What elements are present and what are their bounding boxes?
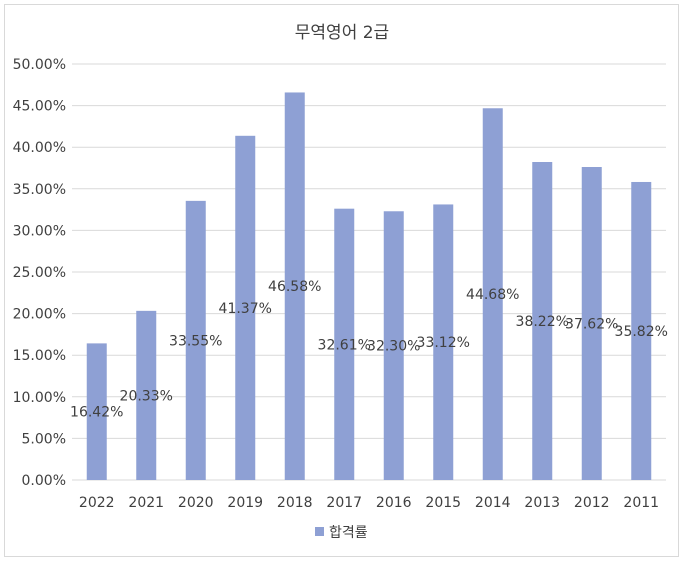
data-label: 20.33% xyxy=(120,388,173,404)
x-tick-label: 2014 xyxy=(475,495,511,511)
bars xyxy=(86,92,652,481)
bar-2015 xyxy=(433,204,454,481)
x-tick-label: 2015 xyxy=(425,495,461,511)
y-tick-label: 5.00% xyxy=(22,431,66,447)
data-label: 16.42% xyxy=(70,405,123,421)
bar-2017 xyxy=(334,208,355,480)
legend: 합격률 xyxy=(315,525,368,541)
bar-2016 xyxy=(383,211,404,480)
data-label: 35.82% xyxy=(615,324,668,340)
data-label: 41.37% xyxy=(219,301,272,317)
data-label: 33.12% xyxy=(417,335,470,351)
y-tick-label: 10.00% xyxy=(13,390,66,406)
data-labels: 16.42%20.33% 33.55% 41.37% 46.58% 32.61%32.3… xyxy=(70,279,668,420)
data-label: 33.55% xyxy=(169,333,222,349)
bar-2014 xyxy=(482,108,503,481)
x-tick-label: 2013 xyxy=(524,495,560,511)
y-axis-ticks: 0.00% 5.00% 10.00% 15.00% 20.00% 25.00% 30.00%… xyxy=(13,57,66,489)
bar-2018 xyxy=(284,92,305,480)
x-tick-label: 2011 xyxy=(623,495,659,511)
x-tick-label: 2020 xyxy=(178,495,214,511)
x-tick-label: 2018 xyxy=(277,495,313,511)
x-tick-label: 2017 xyxy=(326,495,362,511)
data-label: 38.22% xyxy=(516,314,569,330)
bar-2012 xyxy=(581,167,602,481)
x-tick-label: 2019 xyxy=(227,495,263,511)
x-tick-label: 2012 xyxy=(574,495,610,511)
y-tick-label: 35.00% xyxy=(13,182,66,198)
data-label: 37.62% xyxy=(565,317,618,333)
y-tick-label: 25.00% xyxy=(13,265,66,281)
y-tick-label: 15.00% xyxy=(13,348,66,364)
bar-2011 xyxy=(631,181,652,480)
y-tick-label: 30.00% xyxy=(13,223,66,239)
bar-2020 xyxy=(185,200,206,480)
bar-2013 xyxy=(532,162,553,481)
data-label: 44.68% xyxy=(466,287,519,303)
x-axis-ticks: 2022 2021 2020 2019 2018 2017 2016 2015 2014 2013… xyxy=(79,495,659,511)
x-tick-label: 2022 xyxy=(79,495,115,511)
y-tick-label: 45.00% xyxy=(13,99,66,115)
y-tick-label: 20.00% xyxy=(13,307,66,323)
bar-2021 xyxy=(136,310,157,480)
x-tick-label: 2016 xyxy=(376,495,412,511)
x-tick-label: 2021 xyxy=(128,495,164,511)
bar-2022 xyxy=(86,343,107,480)
data-label: 32.30% xyxy=(367,339,420,355)
legend-label: 합격률 xyxy=(329,525,368,541)
y-tick-label: 50.00% xyxy=(13,57,66,73)
data-label: 32.61% xyxy=(318,337,371,353)
y-tick-label: 40.00% xyxy=(13,140,66,156)
gridlines xyxy=(72,63,666,481)
data-label: 46.58% xyxy=(268,279,321,295)
bar-2019 xyxy=(235,135,256,480)
y-tick-label: 0.00% xyxy=(22,473,66,489)
legend-swatch xyxy=(315,527,324,536)
chart-title: 무역영어 2급 xyxy=(295,23,389,43)
